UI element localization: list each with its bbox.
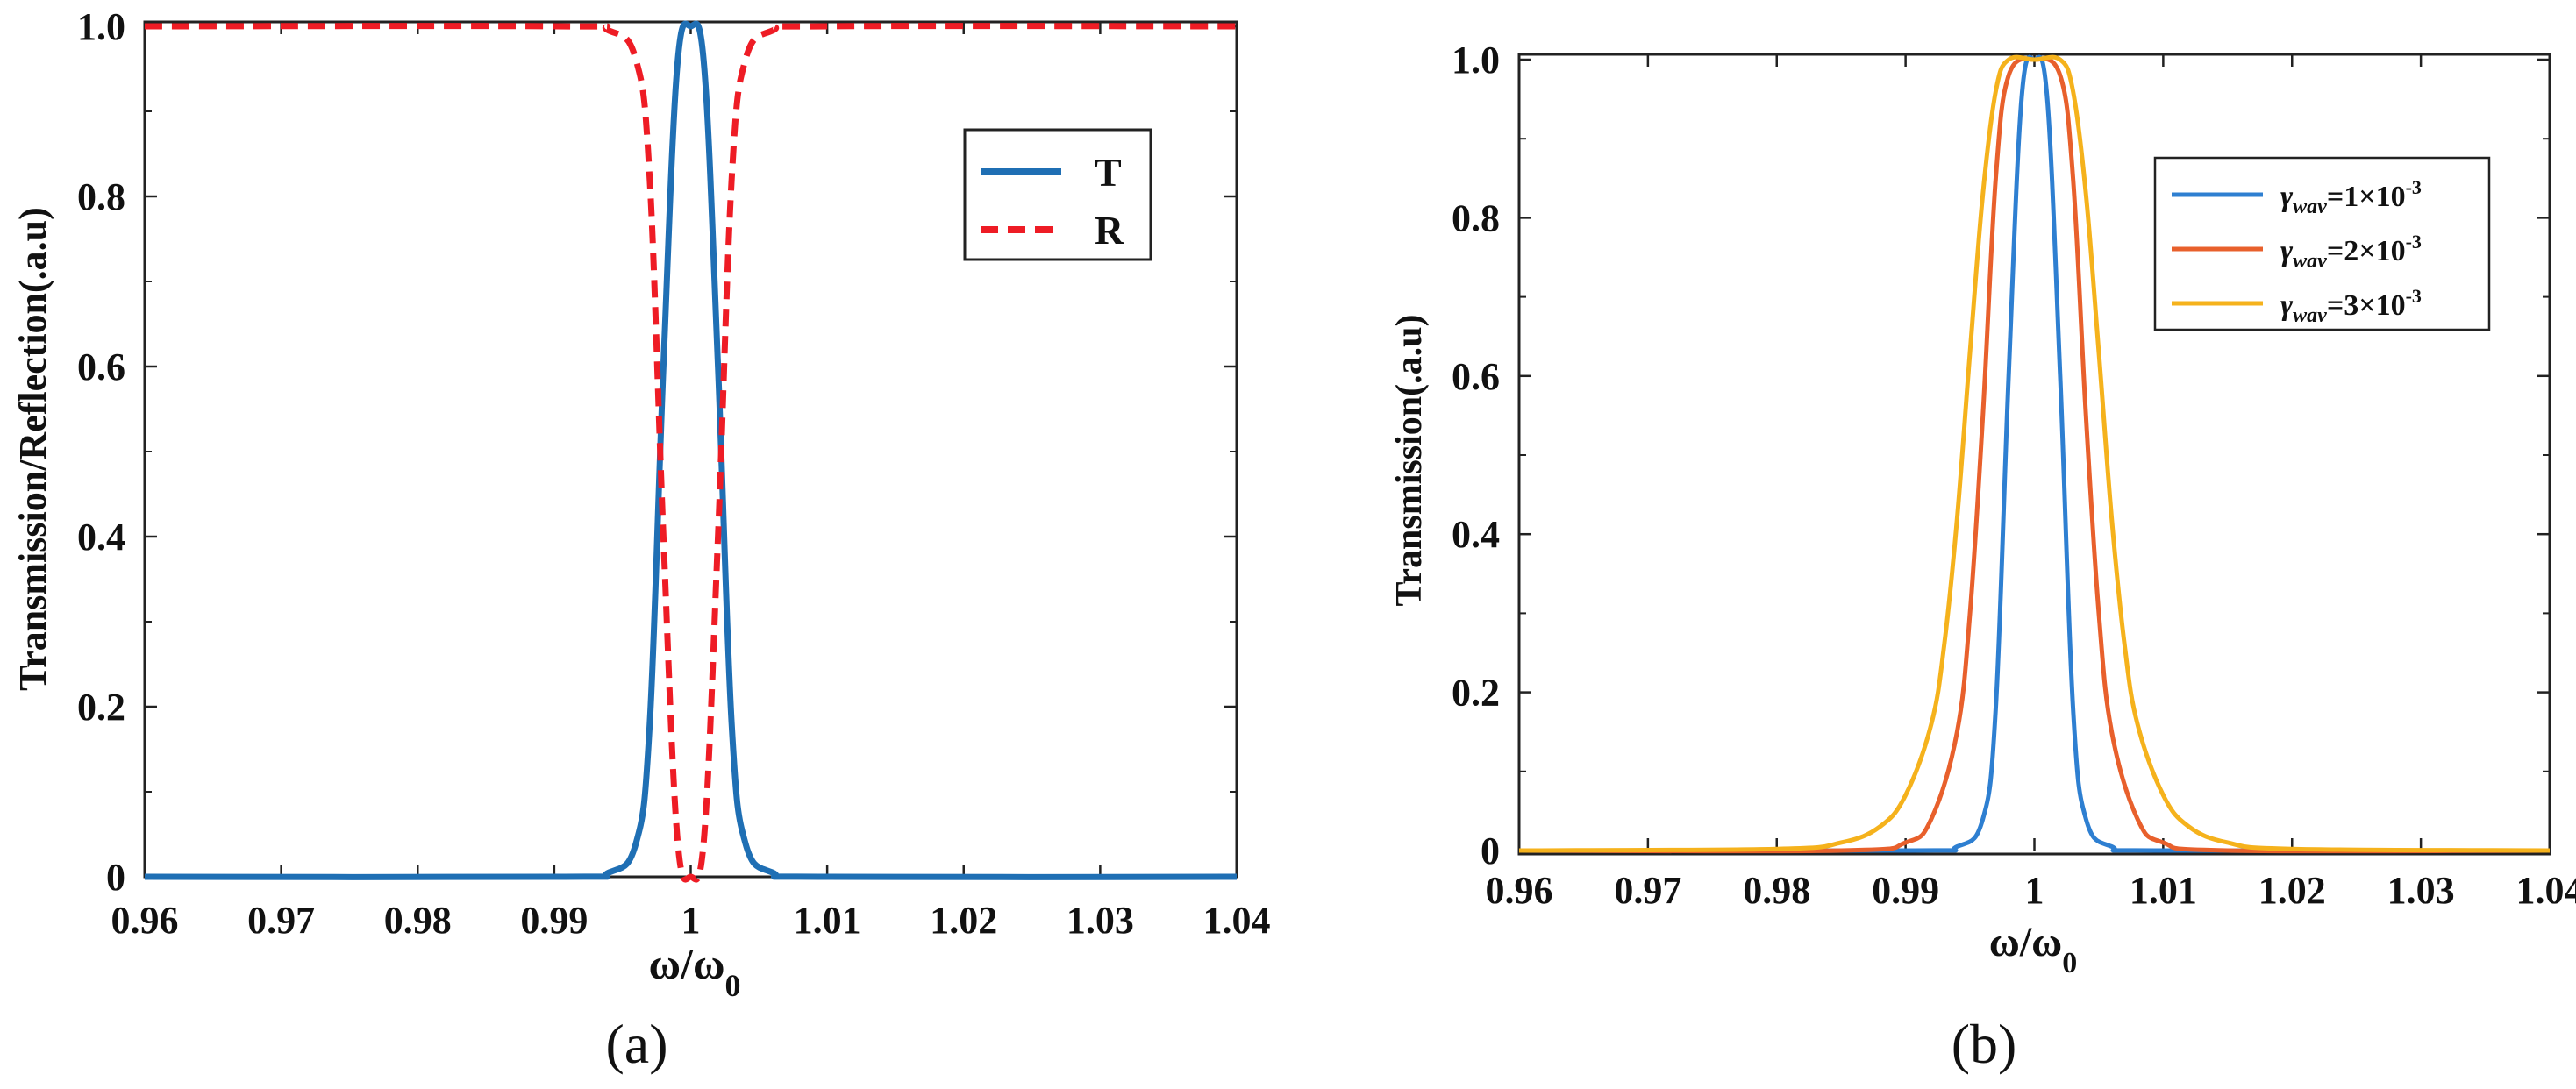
chart-a-x-tick-label: 0.97 bbox=[247, 899, 315, 942]
chart-b-x-axis-label: ω/ω0 bbox=[1989, 919, 2078, 979]
chart-a-x-tick-label: 1.01 bbox=[794, 899, 861, 942]
chart-b-series-group bbox=[1518, 54, 2551, 854]
chart-a-y-axis-label: Transmission/Reflection(.a.u) bbox=[11, 207, 54, 691]
chart-a-x-axis-label: ω/ω0 bbox=[649, 939, 741, 1003]
chart-b-legend-box bbox=[2153, 156, 2491, 331]
chart-a-y-tick-label: 0.6 bbox=[77, 345, 125, 388]
chart-b-x-tick-label: 1.04 bbox=[2516, 869, 2576, 912]
chart-b-panel-label: (b) bbox=[1952, 1013, 2017, 1075]
chart-a-legend-box bbox=[963, 128, 1152, 261]
chart-a-x-tick-marks: 0.96 0.97 0.98 0.99 1 1.01 1.02 1.03 1.04 bbox=[111, 22, 1271, 942]
chart-a-y-tick-label: 0.4 bbox=[77, 516, 125, 559]
chart-a-x-tick-label: 0.98 bbox=[384, 899, 452, 942]
chart-a-x-tick-label: 1.02 bbox=[930, 899, 997, 942]
chart-b-x-tick-label: 1.03 bbox=[2387, 869, 2455, 912]
chart-a-legend: T R bbox=[963, 128, 1152, 261]
chart-a-y-tick-label: 0.2 bbox=[77, 686, 125, 729]
chart-a-x-tick-label: 1 bbox=[681, 899, 701, 942]
chart-b-legend-entries: γwav=1×10-3 γwav=2×10-3 γwav=3×10-3 bbox=[2172, 176, 2422, 327]
chart-a-series-group bbox=[144, 20, 1238, 883]
chart-a: 0 0.2 0.4 0.6 0.8 1.0 0.96 0.97 0.98 0.99 1 1.01 1.… bbox=[11, 5, 1271, 1075]
chart-a-panel-label: (a) bbox=[605, 1013, 667, 1075]
chart-a-series-line-2 bbox=[144, 23, 1238, 883]
chart-a-legend-label-t: T bbox=[1095, 150, 1122, 195]
chart-b-y-tick-label: 0 bbox=[1481, 829, 1500, 872]
chart-a-y-tick-marks: 0 0.2 0.4 0.6 0.8 1.0 bbox=[77, 5, 1237, 899]
chart-a-x-tick-label: 0.99 bbox=[520, 899, 588, 942]
chart-b-legend-label-1: γwav=1×10-3 bbox=[2280, 176, 2422, 218]
chart-a-y-tick-label: 1.0 bbox=[77, 5, 125, 48]
chart-b-y-axis-label: Transmission(.a.u) bbox=[1389, 315, 1430, 607]
chart-b-y-tick-label: 0.6 bbox=[1452, 355, 1500, 398]
chart-a-x-tick-label: 1.03 bbox=[1067, 899, 1134, 942]
chart-a-series-line-1 bbox=[144, 20, 1238, 880]
chart-b-x-tick-label: 1 bbox=[2025, 869, 2044, 912]
chart-a-y-tick-label: 0.8 bbox=[77, 175, 125, 218]
chart-b-x-tick-label: 0.99 bbox=[1872, 869, 1939, 912]
chart-b-y-tick-label: 0.4 bbox=[1452, 513, 1500, 556]
chart-b-x-tick-label: 0.98 bbox=[1743, 869, 1810, 912]
chart-b-x-tick-label: 1.01 bbox=[2130, 869, 2197, 912]
chart-b: 0 0.2 0.4 0.6 0.8 1.0 0.96 0.97 0.98 0.99 1 1.01 1.… bbox=[1389, 39, 2576, 1075]
chart-b-y-tick-label: 1.0 bbox=[1452, 39, 1500, 82]
chart-b-legend-label-3: γwav=3×10-3 bbox=[2280, 285, 2422, 327]
chart-b-legend-label-2: γwav=2×10-3 bbox=[2280, 231, 2422, 273]
chart-b-legend: γwav=1×10-3 γwav=2×10-3 γwav=3×10-3 bbox=[2153, 156, 2491, 331]
chart-b-x-tick-label: 1.02 bbox=[2258, 869, 2326, 912]
chart-b-y-tick-label: 0.2 bbox=[1452, 672, 1500, 715]
chart-b-series-line-3 bbox=[1518, 54, 2551, 853]
chart-b-x-tick-label: 0.97 bbox=[1614, 869, 1681, 912]
chart-a-x-tick-label: 0.96 bbox=[111, 899, 179, 942]
chart-a-y-tick-label: 0 bbox=[106, 856, 125, 899]
chart-a-x-tick-label: 1.04 bbox=[1203, 899, 1271, 942]
chart-b-x-tick-label: 0.96 bbox=[1486, 869, 1553, 912]
chart-b-x-tick-marks: 0.96 0.97 0.98 0.99 1 1.01 1.02 1.03 1.04 bbox=[1486, 54, 2576, 912]
chart-b-y-tick-marks: 0 0.2 0.4 0.6 0.8 1.0 bbox=[1452, 39, 2550, 872]
chart-a-legend-label-r: R bbox=[1095, 208, 1124, 253]
chart-b-y-tick-label: 0.8 bbox=[1452, 196, 1500, 239]
